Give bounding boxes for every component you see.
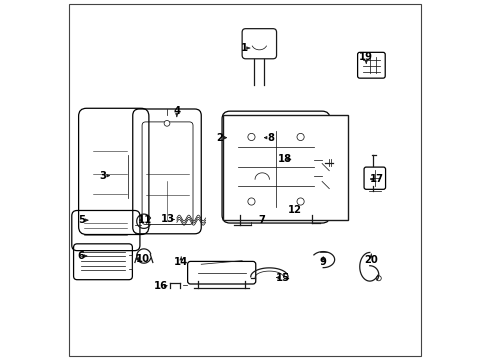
Text: 18: 18 (278, 154, 292, 164)
Circle shape (297, 198, 304, 205)
Circle shape (248, 134, 255, 140)
Text: 11: 11 (138, 215, 152, 225)
Text: 2: 2 (217, 133, 223, 143)
Text: 9: 9 (320, 257, 327, 267)
Text: 12: 12 (288, 206, 301, 216)
Text: 19: 19 (359, 52, 373, 62)
Text: 5: 5 (78, 215, 85, 225)
Circle shape (376, 276, 381, 281)
Text: 20: 20 (365, 255, 378, 265)
Circle shape (248, 198, 255, 205)
Circle shape (297, 134, 304, 140)
Text: 10: 10 (135, 254, 149, 264)
Text: 13: 13 (161, 215, 175, 224)
Circle shape (164, 121, 170, 126)
Text: 8: 8 (268, 133, 274, 143)
Text: 1: 1 (241, 43, 248, 53)
Text: 15: 15 (275, 273, 290, 283)
Text: 17: 17 (370, 174, 384, 184)
Text: 6: 6 (77, 251, 84, 261)
Text: 14: 14 (174, 257, 188, 267)
Text: 16: 16 (154, 281, 168, 291)
Bar (223, 116, 348, 220)
Text: 7: 7 (259, 215, 266, 225)
Text: 4: 4 (173, 106, 180, 116)
Text: 3: 3 (99, 171, 106, 181)
FancyBboxPatch shape (242, 29, 276, 59)
